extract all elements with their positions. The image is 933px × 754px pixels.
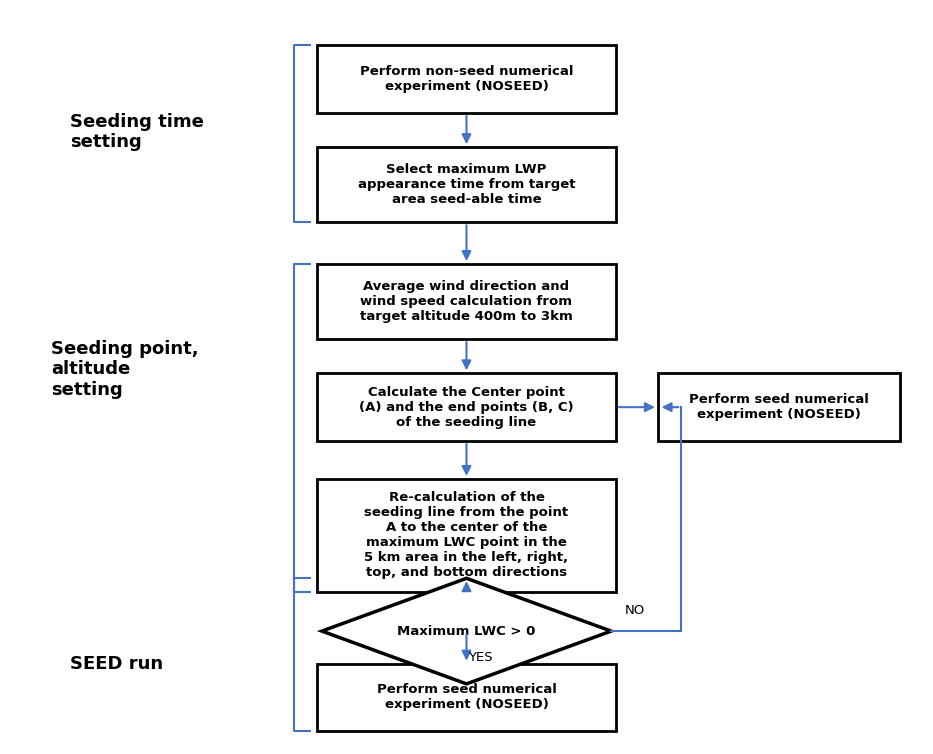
FancyBboxPatch shape <box>317 147 616 222</box>
FancyBboxPatch shape <box>317 373 616 441</box>
Text: NO: NO <box>624 604 645 618</box>
Text: Average wind direction and
wind speed calculation from
target altitude 400m to 3: Average wind direction and wind speed ca… <box>360 280 573 323</box>
FancyBboxPatch shape <box>317 479 616 592</box>
Text: SEED run: SEED run <box>70 655 163 673</box>
Text: Calculate the Center point
(A) and the end points (B, C)
of the seeding line: Calculate the Center point (A) and the e… <box>359 385 574 429</box>
Text: YES: YES <box>468 651 493 664</box>
Text: Select maximum LWP
appearance time from target
area seed-able time: Select maximum LWP appearance time from … <box>357 163 576 207</box>
FancyBboxPatch shape <box>317 664 616 731</box>
Text: Perform seed numerical
experiment (NOSEED): Perform seed numerical experiment (NOSEE… <box>377 683 556 712</box>
Text: Perform non-seed numerical
experiment (NOSEED): Perform non-seed numerical experiment (N… <box>360 65 573 93</box>
Text: Seeding time
setting: Seeding time setting <box>70 112 203 152</box>
Text: Maximum LWC > 0: Maximum LWC > 0 <box>397 624 536 638</box>
Text: Seeding point,
altitude
setting: Seeding point, altitude setting <box>51 339 199 400</box>
Text: Perform seed numerical
experiment (NOSEED): Perform seed numerical experiment (NOSEE… <box>689 393 869 421</box>
FancyBboxPatch shape <box>317 45 616 113</box>
Polygon shape <box>322 578 611 684</box>
FancyBboxPatch shape <box>658 373 900 441</box>
Text: Re-calculation of the
seeding line from the point
A to the center of the
maximum: Re-calculation of the seeding line from … <box>365 492 568 579</box>
FancyBboxPatch shape <box>317 264 616 339</box>
